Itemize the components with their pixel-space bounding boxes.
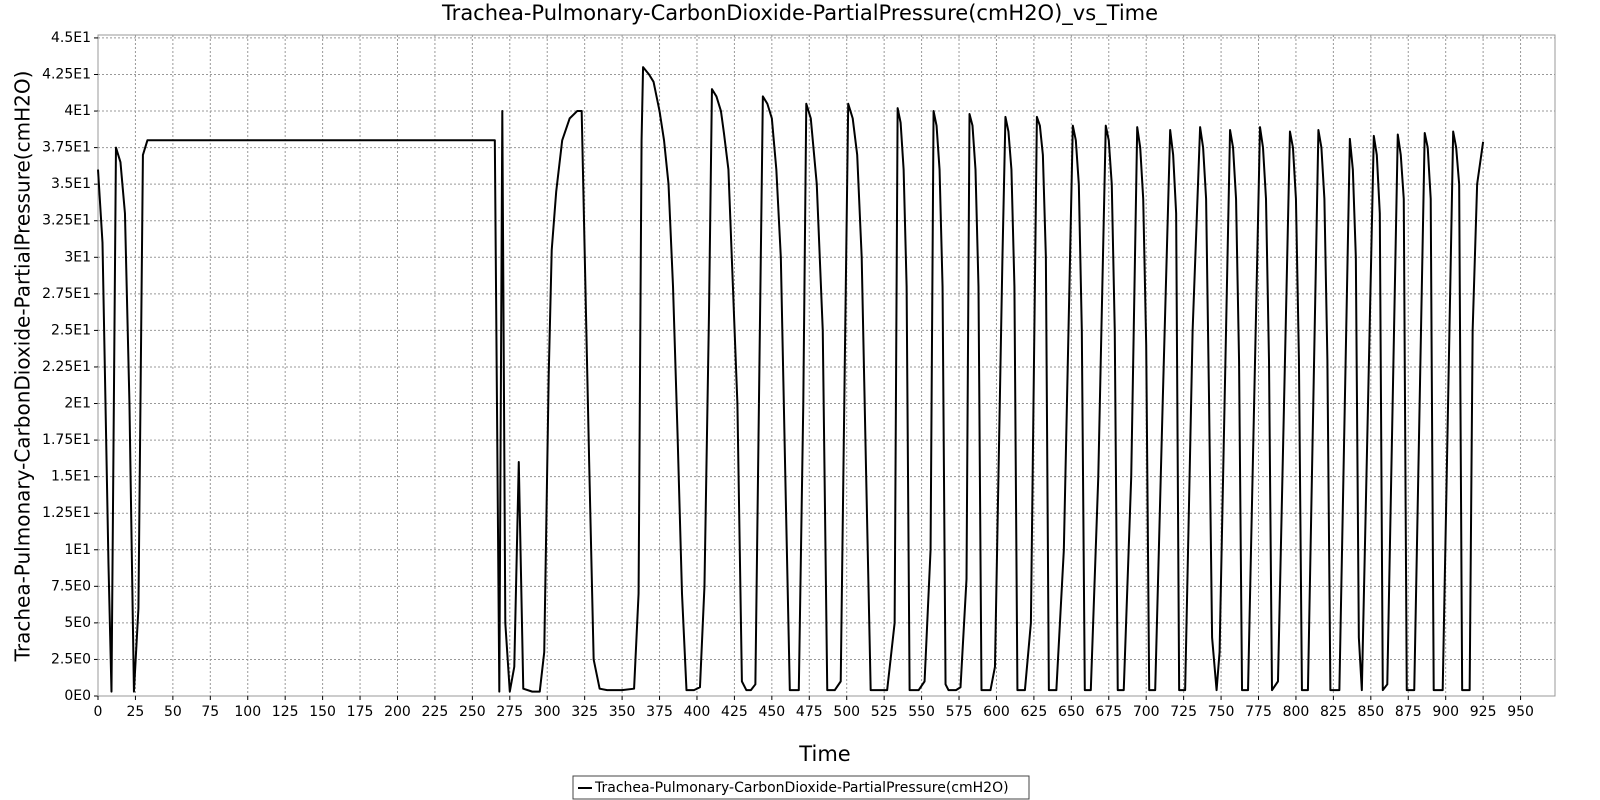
y-tick-label: 1E1 xyxy=(64,542,91,558)
x-axis-label: Time xyxy=(798,742,850,766)
x-tick-label: 125 xyxy=(272,704,299,720)
x-tick-label: 875 xyxy=(1395,704,1422,720)
x-tick-label: 650 xyxy=(1058,704,1085,720)
y-tick-label: 3.25E1 xyxy=(42,213,91,229)
y-tick-label: 4E1 xyxy=(64,103,91,119)
y-tick-label: 3E1 xyxy=(64,249,91,265)
x-tick-label: 475 xyxy=(796,704,823,720)
data-line xyxy=(97,66,1485,693)
x-tick-label: 525 xyxy=(871,704,898,720)
y-tick-label: 3.75E1 xyxy=(42,140,91,156)
x-tick-label: 750 xyxy=(1208,704,1235,720)
y-tick-label: 2.5E1 xyxy=(51,322,91,338)
y-tick-label: 2.5E0 xyxy=(51,651,91,667)
x-tick-label: 400 xyxy=(684,704,711,720)
x-tick-label: 0 xyxy=(94,704,103,720)
y-tick-label: 4.5E1 xyxy=(51,30,91,46)
x-tick-label: 425 xyxy=(721,704,748,720)
x-tick-label: 700 xyxy=(1133,704,1160,720)
x-tick-label: 325 xyxy=(571,704,598,720)
x-tick-label: 75 xyxy=(201,704,219,720)
x-tick-label: 250 xyxy=(459,704,486,720)
y-tick-label: 2E1 xyxy=(64,396,91,412)
chart-title: Trachea-Pulmonary-CarbonDioxide-PartialP… xyxy=(441,1,1158,26)
x-tick-label: 100 xyxy=(234,704,261,720)
x-tick-label: 275 xyxy=(496,704,523,720)
x-tick-label: 625 xyxy=(1021,704,1048,720)
x-tick-label: 50 xyxy=(164,704,182,720)
x-tick-label: 225 xyxy=(422,704,449,720)
x-tick-label: 25 xyxy=(127,704,145,720)
x-tick-label: 175 xyxy=(347,704,374,720)
x-tick-label: 575 xyxy=(946,704,973,720)
y-tick-label: 1.25E1 xyxy=(42,505,91,521)
x-tick-label: 850 xyxy=(1357,704,1384,720)
y-tick-label: 3.5E1 xyxy=(51,176,91,192)
x-tick-label: 300 xyxy=(534,704,561,720)
x-tick-label: 375 xyxy=(646,704,673,720)
x-tick-label: 925 xyxy=(1470,704,1497,720)
x-tick-label: 550 xyxy=(908,704,935,720)
y-tick-label: 1.75E1 xyxy=(42,432,91,448)
x-tick-label: 950 xyxy=(1507,704,1534,720)
y-tick-label: 0E0 xyxy=(64,688,91,704)
y-axis-label: Trachea-Pulmonary-CarbonDioxide-PartialP… xyxy=(11,71,35,663)
x-tick-label: 725 xyxy=(1170,704,1197,720)
x-tick-label: 500 xyxy=(833,704,860,720)
y-tick-label: 4.25E1 xyxy=(42,66,91,82)
y-tick-label: 2.75E1 xyxy=(42,286,91,302)
x-tick-label: 800 xyxy=(1283,704,1310,720)
y-tick-label: 7.5E0 xyxy=(51,578,91,594)
x-tick-label: 825 xyxy=(1320,704,1347,720)
x-tick-label: 450 xyxy=(758,704,785,720)
x-tick-label: 350 xyxy=(609,704,636,720)
x-tick-label: 600 xyxy=(983,704,1010,720)
y-tick-label: 2.25E1 xyxy=(42,359,91,375)
y-tick-label: 5E0 xyxy=(64,615,91,631)
x-tick-label: 150 xyxy=(309,704,336,720)
y-tick-label: 1.5E1 xyxy=(51,469,91,485)
legend-box xyxy=(572,775,1030,800)
x-tick-label: 675 xyxy=(1095,704,1122,720)
x-tick-label: 900 xyxy=(1432,704,1459,720)
x-tick-label: 200 xyxy=(384,704,411,720)
x-tick-label: 775 xyxy=(1245,704,1272,720)
legend-label: Trachea-Pulmonary-CarbonDioxide-PartialP… xyxy=(594,780,1009,796)
